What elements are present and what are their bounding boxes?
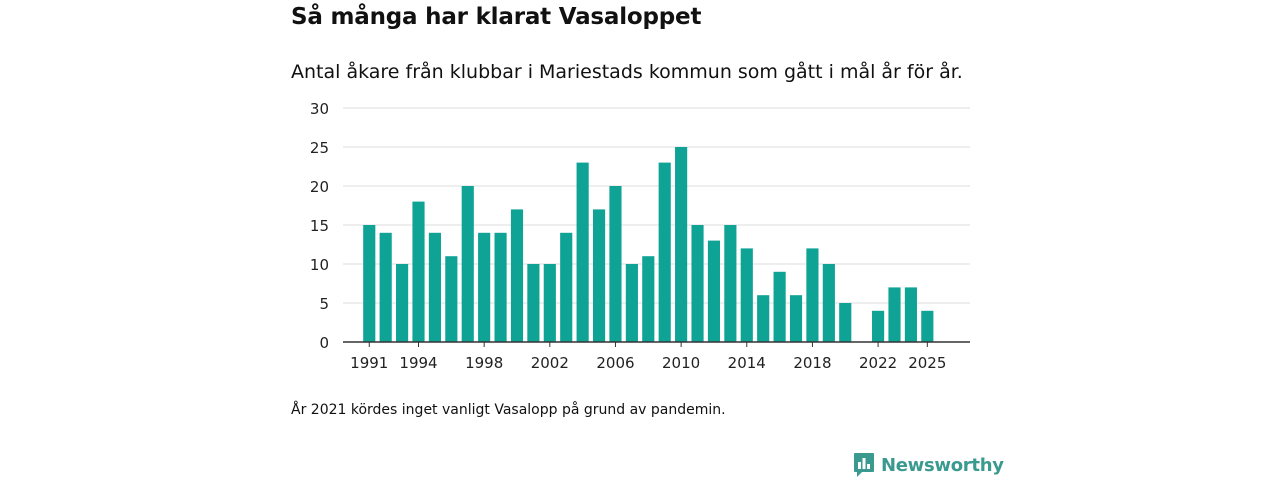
bar-2007 — [625, 264, 638, 342]
bar-2023 — [888, 287, 901, 342]
brand-name: Newsworthy — [881, 454, 1004, 476]
bar-2020 — [839, 303, 852, 342]
bar-2024 — [904, 287, 917, 342]
x-tick-label: 2018 — [793, 354, 831, 372]
bar-2019 — [822, 264, 835, 342]
bar-2009 — [658, 162, 671, 342]
bar-1993 — [396, 264, 409, 342]
bar-2006 — [609, 186, 622, 342]
bar-1994 — [412, 201, 425, 342]
bar-2012 — [707, 240, 721, 342]
y-tick-label: 25 — [310, 139, 329, 157]
y-tick-label: 10 — [310, 256, 329, 274]
y-tick-label: 0 — [319, 334, 329, 352]
x-tick-label: 2002 — [531, 354, 569, 372]
x-tick-label: 1994 — [399, 354, 437, 372]
y-tick-label: 15 — [310, 217, 329, 235]
bar-1998 — [478, 232, 491, 342]
chart-footnote: År 2021 kördes inget vanligt Vasalopp på… — [291, 402, 726, 418]
x-tick-label: 2022 — [859, 354, 897, 372]
y-tick-label: 30 — [310, 100, 329, 118]
bar-2018 — [806, 248, 819, 342]
bar-2022 — [872, 310, 885, 342]
chart-title: Så många har klarat Vasaloppet — [291, 4, 702, 30]
bar-2008 — [642, 256, 655, 342]
bar-2000 — [510, 209, 524, 342]
x-tick-label: 1998 — [465, 354, 503, 372]
bar-1995 — [428, 232, 441, 342]
bar-1996 — [445, 256, 458, 342]
x-tick-label: 1991 — [350, 354, 388, 372]
bar-2016 — [773, 271, 786, 342]
bar-2010 — [675, 147, 688, 342]
chart-subtitle: Antal åkare från klubbar i Mariestads ko… — [291, 61, 963, 83]
bar-2005 — [592, 209, 606, 342]
bar-1997 — [461, 186, 474, 342]
bar-2001 — [527, 264, 540, 342]
bar-2002 — [543, 264, 556, 342]
newsworthy-logo[interactable]: Newsworthy — [853, 452, 1004, 478]
bar-chart-speech-bubble-icon — [854, 453, 874, 477]
x-tick-label: 2010 — [662, 354, 700, 372]
bar-2014 — [740, 248, 753, 342]
bar-2004 — [576, 162, 589, 342]
y-tick-label: 20 — [310, 178, 329, 196]
bar-1991 — [363, 225, 376, 342]
bar-2003 — [560, 232, 573, 342]
y-tick-label: 5 — [319, 295, 329, 313]
bar-1992 — [379, 232, 392, 342]
bar-2015 — [757, 295, 770, 342]
bar-2025 — [921, 310, 934, 342]
bar-2011 — [691, 225, 704, 342]
x-tick-label: 2006 — [596, 354, 634, 372]
bar-2017 — [789, 295, 803, 342]
bar-2013 — [724, 225, 737, 342]
x-tick-label: 2025 — [908, 354, 946, 372]
bar-1999 — [494, 232, 507, 342]
x-tick-label: 2014 — [728, 354, 766, 372]
